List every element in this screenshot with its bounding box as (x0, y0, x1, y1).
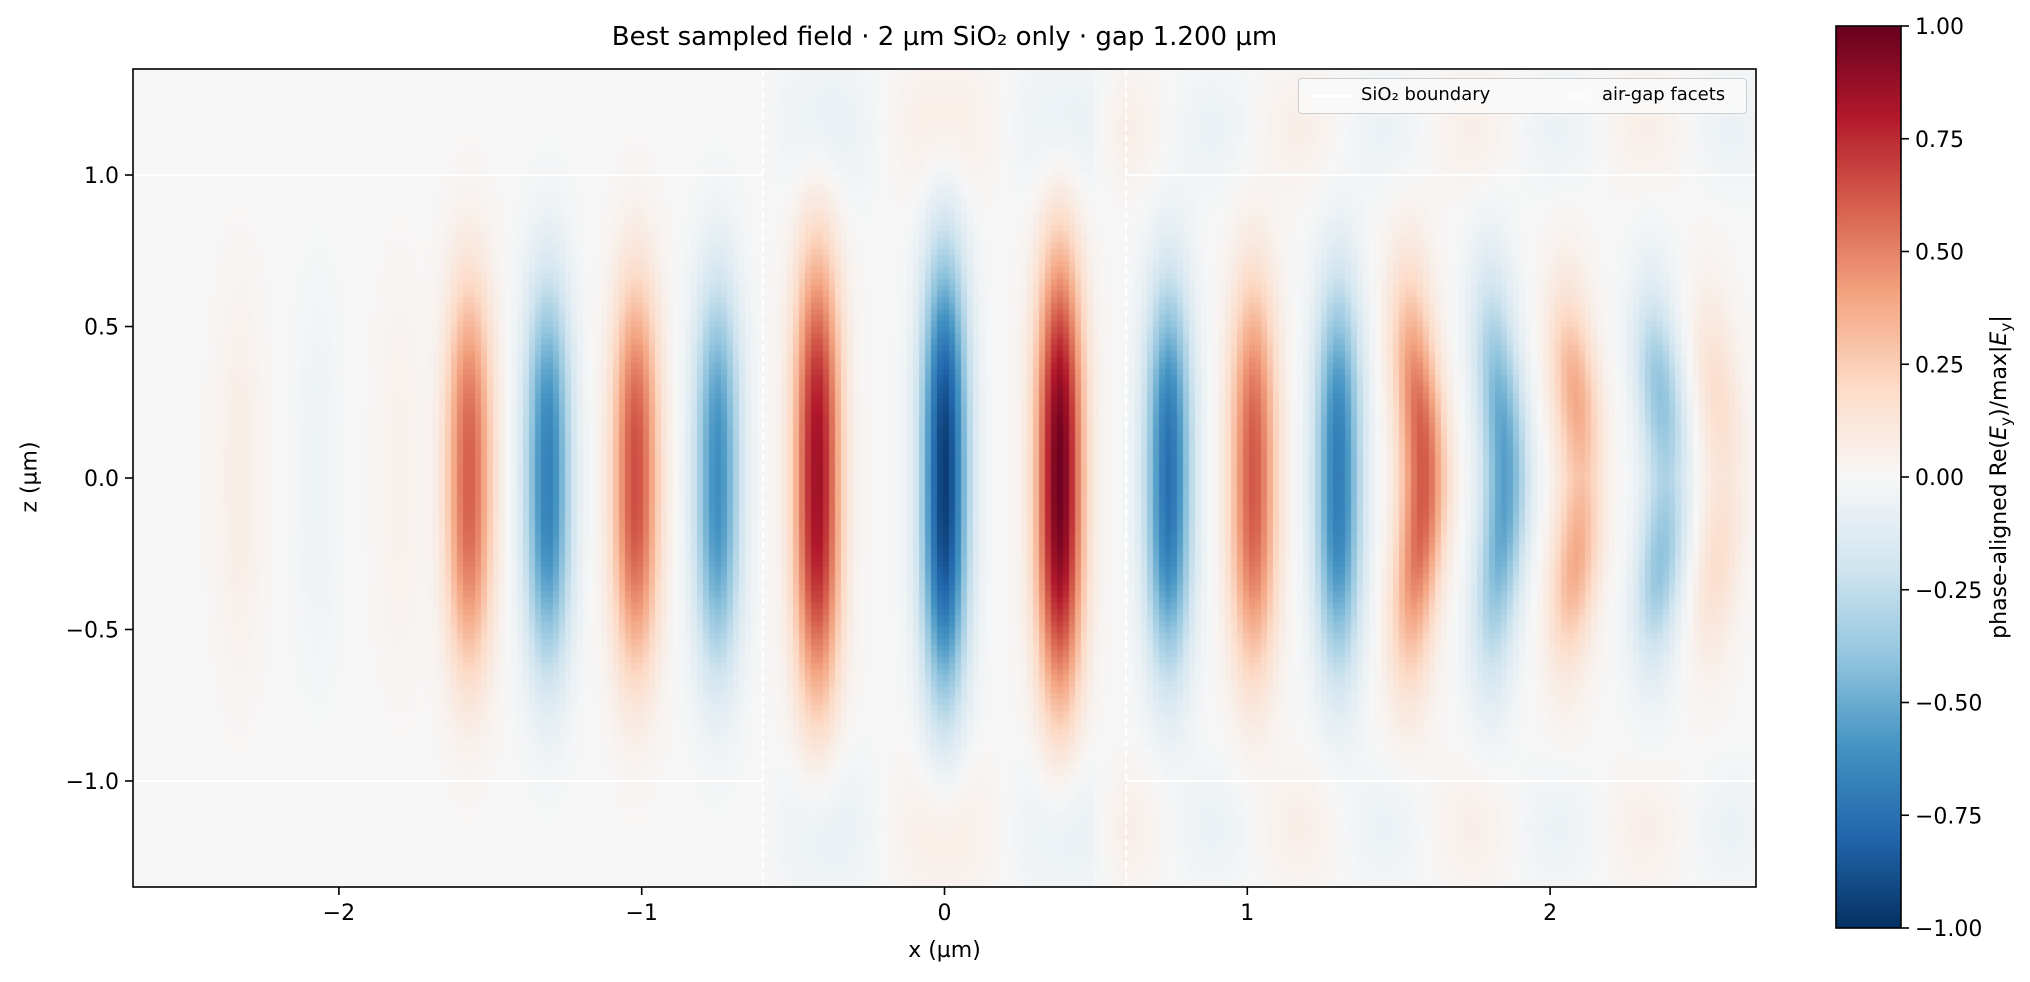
x-ticks: −2 −1 0 1 2 (323, 887, 1557, 926)
y-tick-label: −0.5 (66, 618, 119, 643)
colorbar-bar (1835, 25, 1902, 929)
y-axis-label: z (µm) (17, 441, 43, 513)
x-tick-label: −1 (625, 901, 657, 926)
legend-air-gap-line (1549, 95, 1593, 97)
x-axis-label: x (µm) (908, 938, 981, 963)
colorbar-tick-label: −1.00 (1915, 917, 1982, 942)
colorbar-tick-label: −0.25 (1915, 579, 1982, 604)
legend: SiO₂ boundary air-gap facets (1298, 78, 1747, 114)
x-tick-label: −2 (323, 901, 355, 926)
legend-sio2-line (1311, 95, 1355, 97)
chart-title: Best sampled field · 2 µm SiO₂ only · ga… (611, 22, 1278, 52)
y-tick-label: 1.0 (84, 164, 119, 189)
colorbar-ticks: 1.00 0.75 0.50 0.25 0.00 −0.25 −0.50 −0.75 −1.00 (1901, 15, 1982, 942)
colorbar-tick-label: 0.75 (1915, 128, 1964, 153)
colorbar-tick-label: 0.25 (1915, 353, 1964, 378)
colorbar-tick-label: −0.75 (1915, 804, 1982, 829)
colorbar-tick-label: 0.00 (1915, 466, 1964, 491)
heatmap-canvas (133, 69, 1756, 887)
colorbar-label: phase-aligned Re(Ey)/max|Ey| (1986, 315, 2016, 639)
colorbar-tick-label: −0.50 (1915, 692, 1982, 717)
overlay-layer (133, 69, 1756, 887)
y-tick-label: 0.5 (84, 316, 119, 341)
legend-entry-sio2-boundary: SiO₂ boundary (1361, 84, 1491, 105)
x-tick-label: 0 (938, 901, 952, 926)
legend-entry-air-gap-facets: air-gap facets (1602, 84, 1726, 105)
colorbar-tick-label: 0.50 (1915, 241, 1964, 266)
y-tick-label: −1.0 (66, 770, 119, 795)
colorbar-tick-label: 1.00 (1915, 15, 1964, 40)
y-ticks: 1.0 0.5 0.0 −0.5 −1.0 (66, 164, 133, 795)
x-tick-label: 1 (1240, 901, 1254, 926)
x-tick-label: 2 (1543, 901, 1557, 926)
y-tick-label: 0.0 (84, 467, 119, 492)
